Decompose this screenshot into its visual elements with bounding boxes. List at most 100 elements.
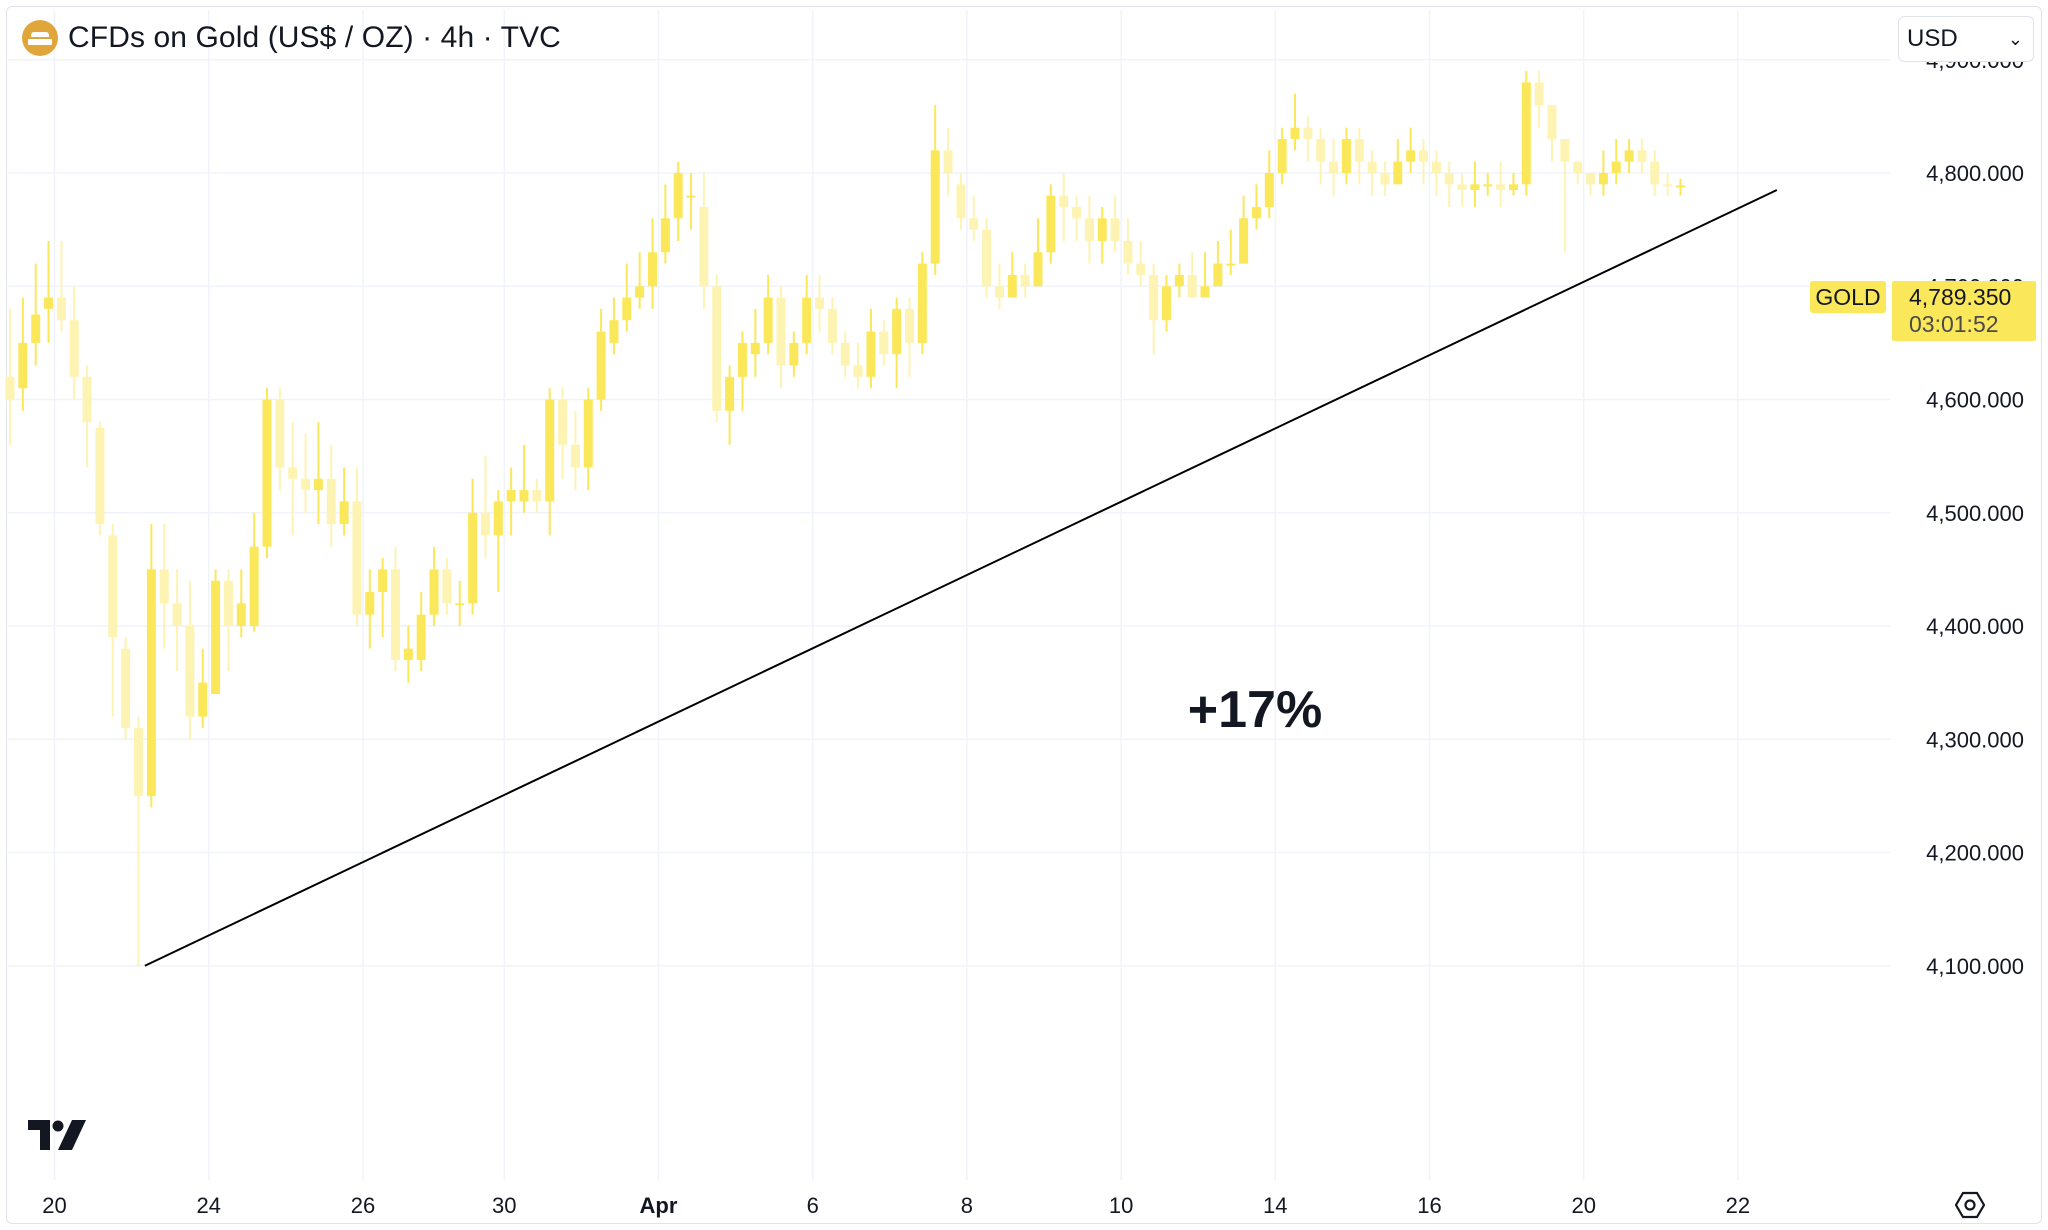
candle: [1496, 161, 1506, 207]
settings-icon[interactable]: [1955, 1190, 1985, 1220]
candle: [635, 252, 645, 309]
candle-body: [1676, 185, 1685, 188]
candle: [622, 263, 632, 332]
candle: [892, 297, 902, 389]
tradingview-logo-icon[interactable]: [28, 1118, 88, 1152]
candle-body: [737, 342, 747, 377]
candle-body: [519, 490, 529, 502]
candle-body: [339, 501, 349, 525]
candle: [468, 478, 478, 615]
candle: [609, 297, 619, 355]
candle-body: [95, 427, 105, 525]
symbol-title[interactable]: CFDs on Gold (US$ / OZ) · 4h · TVC: [68, 21, 561, 54]
candle-body: [1406, 150, 1416, 162]
candle-body: [943, 150, 953, 173]
candle-body: [1123, 240, 1133, 264]
candle-body: [1624, 150, 1634, 162]
candle-body: [262, 399, 272, 547]
candle: [1303, 116, 1313, 162]
candle: [879, 320, 889, 366]
candle: [1611, 139, 1621, 185]
candle-body: [121, 648, 131, 728]
candle-body: [1226, 263, 1236, 266]
candle: [1457, 173, 1467, 207]
candle: [313, 422, 323, 525]
candle-body: [1303, 127, 1313, 140]
candle-body: [763, 297, 773, 343]
currency-value: USD: [1907, 25, 1958, 52]
candle: [1624, 139, 1634, 173]
candle-body: [879, 331, 889, 355]
currency-select[interactable]: USD ⌄: [1898, 16, 2034, 62]
candle: [352, 467, 362, 626]
candle-body: [1470, 184, 1480, 190]
candle-body: [416, 614, 426, 660]
candle: [69, 286, 79, 400]
candle-body: [969, 218, 979, 230]
candle: [930, 105, 940, 275]
x-tick-label: 26: [351, 1193, 375, 1218]
candle: [18, 297, 28, 411]
candle: [185, 580, 195, 740]
candle: [969, 195, 979, 241]
candle: [519, 444, 529, 513]
candle-body: [18, 342, 28, 389]
candle-body: [1329, 161, 1339, 173]
candle-body: [211, 580, 221, 694]
candle: [1663, 173, 1673, 196]
candle: [1046, 184, 1056, 264]
time-axis[interactable]: 20 24 26 30 Apr 6 8 10 14 16 20 22: [42, 1193, 1750, 1218]
price-axis[interactable]: 4,100.000 4,200.000 4,300.000 4,400.000 4,50…: [1926, 48, 2024, 979]
candle: [1419, 139, 1428, 185]
candle-body: [853, 365, 863, 377]
candle: [1020, 263, 1030, 298]
candle-body: [750, 342, 760, 355]
candle-body: [313, 478, 323, 491]
candle: [1200, 252, 1210, 298]
candle-body: [1354, 139, 1364, 162]
candle: [789, 331, 799, 377]
candle: [159, 524, 169, 649]
candle-body: [1162, 286, 1171, 321]
candle: [1508, 173, 1518, 196]
chart-frame: [6, 6, 2042, 1224]
trendline-layer[interactable]: [144, 189, 1778, 967]
trendline[interactable]: [144, 189, 1778, 967]
candle: [365, 569, 375, 649]
candle-body: [1007, 274, 1017, 298]
candle-body: [1097, 218, 1107, 241]
x-tick-label: 14: [1263, 1193, 1287, 1218]
candle-body: [1637, 150, 1647, 162]
candle: [121, 637, 131, 740]
candle: [493, 490, 503, 593]
candle-body: [699, 206, 709, 287]
candle-body: [223, 580, 233, 626]
y-tick-label: 4,500.000: [1926, 501, 2024, 526]
candle: [853, 342, 863, 389]
candle: [1483, 173, 1493, 196]
candle-body: [635, 286, 645, 298]
candle-body: [622, 297, 632, 321]
candle-body: [583, 399, 593, 468]
candle: [1598, 150, 1608, 196]
candle-body: [391, 569, 400, 660]
x-tick-label: 8: [961, 1193, 973, 1218]
x-tick-label: Apr: [640, 1193, 678, 1218]
candle: [1560, 139, 1570, 253]
candle-body: [159, 569, 169, 604]
candle-body: [493, 501, 503, 536]
candle-body: [686, 195, 696, 198]
candle: [1547, 105, 1557, 162]
candle: [108, 524, 118, 717]
candle-body: [1020, 274, 1030, 287]
candle: [82, 365, 92, 468]
candle-body: [532, 490, 542, 502]
candle-body: [1341, 139, 1351, 173]
gain-annotation[interactable]: +17%: [1188, 681, 1322, 739]
candle: [1354, 127, 1364, 185]
candle-body: [956, 184, 966, 219]
candle-body: [480, 512, 490, 536]
candle: [532, 478, 542, 513]
candle-body: [468, 512, 478, 604]
